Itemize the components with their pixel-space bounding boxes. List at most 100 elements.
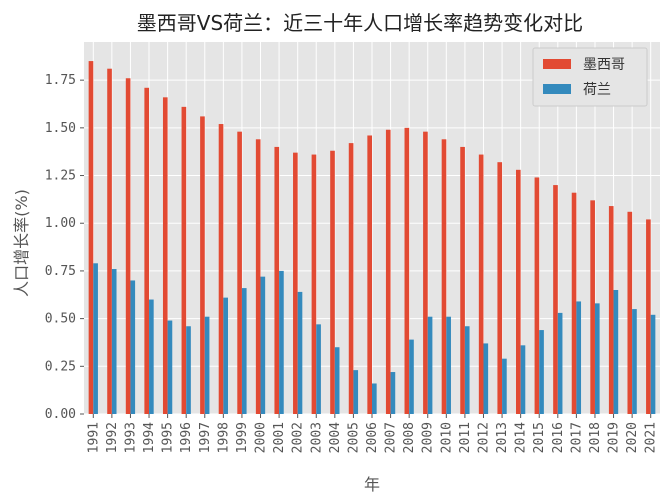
bar-mexico-1993: [125, 78, 131, 414]
bar-mexico-1991: [88, 61, 94, 414]
bar-netherlands-2005: [353, 370, 359, 414]
bar-netherlands-2019: [613, 290, 619, 414]
y-tick-label: 1.50: [45, 121, 76, 136]
y-tick-label: 0.25: [45, 359, 76, 374]
bar-netherlands-1999: [241, 288, 247, 414]
bar-mexico-1992: [107, 68, 112, 414]
legend-label-netherlands: 荷兰: [583, 82, 611, 98]
bar-mexico-2000: [255, 139, 261, 415]
legend-swatch-mexico: [543, 59, 571, 69]
y-tick-label: 1.75: [45, 73, 76, 88]
bar-netherlands-1992: [111, 269, 117, 414]
bar-mexico-2005: [348, 143, 354, 414]
x-tick-label: 2013: [495, 422, 510, 453]
bar-mexico-2017: [571, 192, 577, 414]
bar-netherlands-2003: [316, 324, 321, 414]
x-tick-label: 2007: [384, 422, 399, 453]
legend-label-mexico: 墨西哥: [583, 57, 625, 73]
legend-swatch-netherlands: [543, 84, 571, 94]
bar-netherlands-2013: [502, 358, 507, 414]
bar-mexico-1999: [237, 131, 242, 414]
bar-mexico-1998: [218, 124, 224, 415]
bar-mexico-2009: [423, 131, 428, 414]
bar-mexico-2021: [646, 219, 651, 414]
y-tick-label: 0.00: [45, 407, 76, 422]
bar-netherlands-2010: [446, 316, 451, 414]
bar-netherlands-2015: [539, 330, 544, 414]
x-tick-label: 2017: [569, 422, 584, 453]
bar-mexico-1995: [162, 97, 168, 415]
x-tick-label: 2018: [588, 422, 603, 453]
bar-mexico-2004: [330, 150, 335, 414]
bar-mexico-2006: [367, 135, 372, 414]
bar-mexico-2011: [460, 146, 465, 414]
x-tick-label: 2015: [532, 422, 547, 453]
bar-netherlands-2009: [427, 316, 433, 414]
bar-netherlands-1997: [204, 316, 210, 414]
x-tick-label: 2006: [365, 422, 380, 453]
bar-mexico-1996: [181, 106, 187, 414]
x-tick-label: 2020: [625, 422, 640, 453]
bar-netherlands-1996: [186, 326, 191, 414]
bar-netherlands-2000: [260, 276, 266, 414]
x-tick-label: 2000: [254, 422, 269, 453]
bar-mexico-2002: [293, 152, 298, 414]
bar-netherlands-2020: [632, 309, 637, 414]
bar-netherlands-2008: [409, 339, 414, 414]
bar-netherlands-2011: [464, 326, 470, 414]
x-tick-label: 2005: [346, 422, 361, 453]
bar-netherlands-2002: [297, 291, 303, 414]
x-axis-label: 年: [364, 475, 380, 494]
x-tick-label: 2004: [328, 422, 343, 453]
bar-netherlands-2017: [576, 301, 582, 414]
bar-mexico-1994: [144, 87, 150, 415]
bar-netherlands-1991: [93, 263, 98, 414]
bar-mexico-2001: [274, 146, 280, 414]
x-tick-label: 1992: [105, 422, 120, 453]
bar-mexico-2003: [311, 154, 317, 415]
y-tick-label: 1.00: [45, 216, 76, 231]
x-tick-label: 2021: [644, 422, 659, 453]
bar-netherlands-2004: [334, 347, 340, 414]
bar-mexico-2020: [627, 211, 633, 414]
legend: 墨西哥 荷兰: [532, 47, 648, 107]
x-tick-label: 1991: [86, 422, 101, 453]
x-tick-label: 1994: [142, 422, 157, 453]
bar-netherlands-2001: [279, 270, 284, 414]
bar-mexico-2008: [404, 127, 410, 414]
bar-mexico-2010: [441, 139, 447, 415]
x-tick-label: 1998: [216, 422, 231, 453]
x-tick-label: 2001: [272, 422, 287, 453]
x-tick-label: 2010: [439, 422, 454, 453]
bar-netherlands-2021: [650, 314, 656, 414]
chart-title: 墨西哥VS荷兰：近三十年人口增长率趋势变化对比: [137, 11, 583, 35]
x-tick-label: 1993: [123, 422, 138, 453]
bar-netherlands-2016: [557, 312, 563, 414]
y-tick-label: 0.50: [45, 312, 76, 327]
x-tick-label: 2012: [476, 422, 491, 453]
bar-netherlands-2007: [390, 372, 396, 414]
x-tick-label: 2003: [309, 422, 324, 453]
bar-netherlands-2018: [594, 303, 600, 414]
bar-netherlands-1993: [130, 280, 136, 414]
bar-netherlands-2012: [483, 343, 489, 414]
bar-netherlands-1995: [167, 320, 173, 414]
y-axis-ticks: 0.00 0.25 0.50 0.75 1.00 1.25 1.50 1.75: [45, 73, 84, 422]
bar-mexico-2007: [385, 129, 391, 414]
x-tick-label: 2008: [402, 422, 417, 453]
bar-netherlands-1998: [223, 297, 228, 414]
bar-mexico-2014: [516, 169, 521, 414]
x-axis-ticks: 1991 1992 1993 1994 1995 1996 1997 1998 1999 2000…: [86, 414, 659, 453]
bars: [88, 61, 656, 415]
x-tick-label: 1996: [179, 422, 194, 453]
x-tick-label: 1997: [198, 422, 213, 453]
y-axis-label: 人口增长率(%): [12, 189, 31, 297]
bar-mexico-2018: [590, 200, 595, 414]
x-tick-label: 2009: [421, 422, 436, 453]
bar-mexico-2012: [478, 154, 484, 415]
x-tick-label: 1999: [235, 422, 250, 453]
x-tick-label: 2019: [607, 422, 622, 453]
bar-mexico-2015: [534, 177, 540, 414]
